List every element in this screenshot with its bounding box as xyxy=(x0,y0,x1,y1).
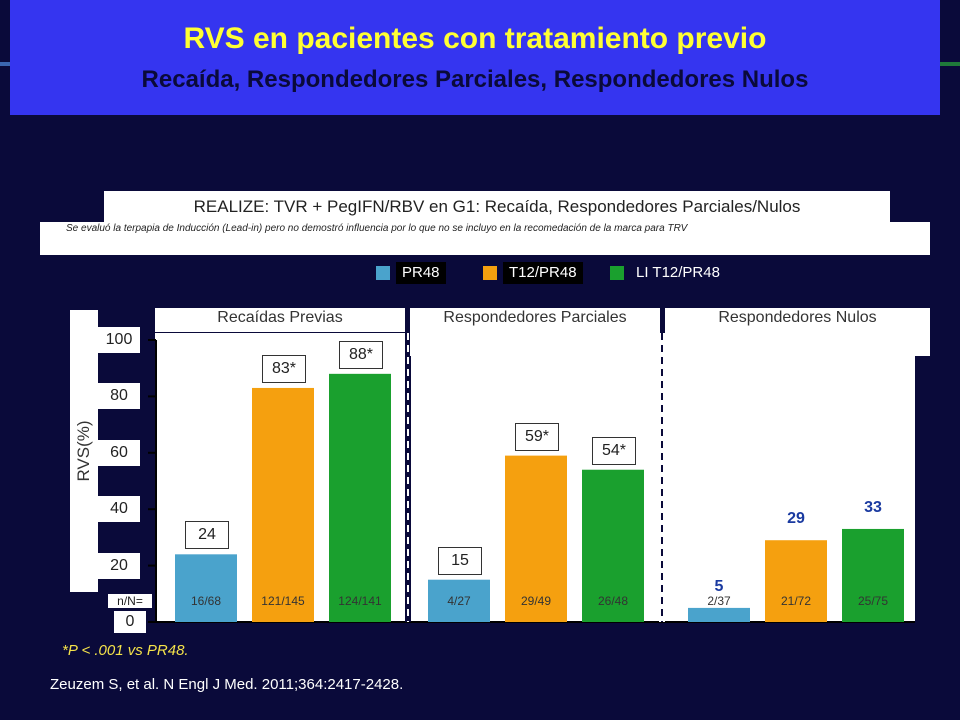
bar xyxy=(252,387,314,622)
bar-value-label: 83* xyxy=(262,354,306,383)
y-tick-label: 60 xyxy=(98,439,140,466)
bar-value-label: 59* xyxy=(515,422,559,451)
group-header-nulos: Respondedores Nulos xyxy=(665,308,930,356)
citation: Zeuzem S, et al. N Engl J Med. 2011;364:… xyxy=(50,676,404,693)
legend-item-lit12pr48: LI T12/PR48 xyxy=(610,262,726,284)
bar-value-label: 88* xyxy=(339,340,383,369)
y-tick-label: 80 xyxy=(98,383,140,410)
legend-item-pr48: PR48 xyxy=(376,262,446,284)
bar xyxy=(175,554,237,622)
y-axis-label-box: RVS(%) xyxy=(70,310,98,592)
bar xyxy=(329,373,391,622)
realize-header: REALIZE: TVR + PegIFN/RBV en G1: Recaída… xyxy=(104,191,890,222)
legend-swatch xyxy=(376,266,390,280)
bar-n-label: 29/49 xyxy=(520,594,552,608)
bar-n-label: 2/37 xyxy=(707,594,731,608)
bar-value-label: 15 xyxy=(438,546,482,575)
group-header-recaidas: Recaídas Previas xyxy=(155,308,405,332)
bar-value-label: 5 xyxy=(714,577,724,595)
group-header-label: Respondedores Parciales xyxy=(443,309,627,326)
bar-n-label: 4/27 xyxy=(447,594,471,608)
bar xyxy=(505,455,567,622)
legend-label: T12/PR48 xyxy=(503,262,583,284)
bar-n-label: 121/145 xyxy=(261,594,305,608)
bar-value-label: 33 xyxy=(864,498,882,516)
bar-value-label: 24 xyxy=(185,521,229,550)
bar-n-label: 26/48 xyxy=(597,594,629,608)
footnote: *P < .001 vs PR48. xyxy=(62,642,189,659)
y-tick-label: 100 xyxy=(98,327,140,353)
bar xyxy=(428,579,490,622)
legend-item-t12pr48: T12/PR48 xyxy=(483,262,583,284)
legend-label: LI T12/PR48 xyxy=(636,264,720,281)
bar xyxy=(842,528,904,622)
legend-label: PR48 xyxy=(396,262,446,284)
slide-subtitle: Recaída, Respondedores Parciales, Respon… xyxy=(141,66,809,93)
bar xyxy=(582,469,644,622)
bar-n-label: 25/75 xyxy=(857,594,889,608)
bar-value-label: 54* xyxy=(592,436,636,465)
bar xyxy=(765,540,827,622)
bar-n-label: 21/72 xyxy=(780,594,812,608)
legend-swatch xyxy=(610,266,624,280)
n-label: n/N= xyxy=(108,594,152,608)
group-header-label: Respondedores Nulos xyxy=(718,309,877,326)
bar-n-label: 16/68 xyxy=(190,594,222,608)
y-tick-label: 0 xyxy=(114,611,146,633)
lead-in-note: Se evaluó la terpapia de Inducción (Lead… xyxy=(40,222,930,255)
y-tick-label: 20 xyxy=(98,552,140,579)
y-tick-label: 40 xyxy=(98,496,140,523)
title-banner: RVS en pacientes con tratamiento previo … xyxy=(10,0,940,115)
bar xyxy=(688,607,750,622)
bar-value-label: 29 xyxy=(787,510,805,528)
bar-n-label: 124/141 xyxy=(338,594,382,608)
legend-swatch xyxy=(483,266,497,280)
group-header-parciales: Respondedores Parciales xyxy=(410,308,660,356)
slide-title: RVS en pacientes con tratamiento previo xyxy=(183,22,767,55)
